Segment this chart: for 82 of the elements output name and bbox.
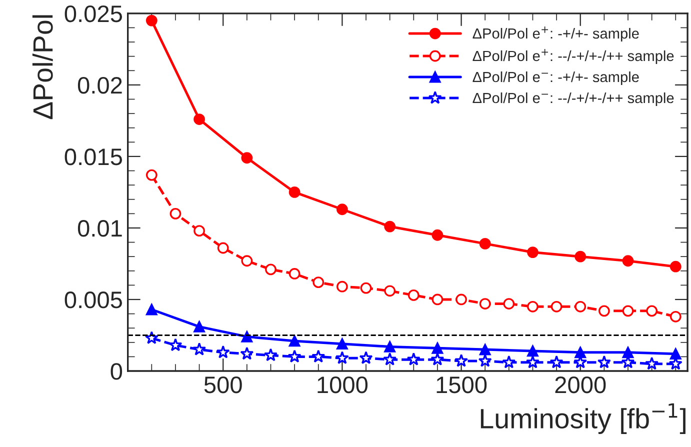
point [550,300,562,312]
point [430,352,444,366]
point [622,346,634,358]
point [192,342,206,356]
point [384,340,396,352]
point [598,305,610,317]
point [432,229,444,241]
point [312,276,324,288]
point [527,246,538,258]
point [336,204,348,216]
point [670,348,682,360]
y-tick-label: 0 [110,363,122,380]
point [526,355,540,368]
y-tick-label: 0.025 [64,5,122,22]
point [359,351,373,364]
y-axis-title: ΔPol/Pol [32,15,53,120]
point [597,355,611,368]
point [574,346,586,358]
y-tick-label: 0.01 [78,220,122,237]
point [194,114,205,125]
x-axis-title: Luminosity [fb$^{−1}$] [480,403,686,434]
point [265,264,276,276]
point [503,298,515,310]
point [550,355,564,368]
point [288,350,302,363]
x-tick-label: 1000 [318,376,368,394]
point [454,354,468,367]
point [288,268,300,280]
point [479,298,491,310]
point [456,294,467,306]
point [217,242,229,254]
point [241,152,253,164]
point [527,345,538,357]
point [241,330,253,342]
legend-label: ΔPol/Pol e$^{+}$: -+/+- sample [472,26,639,42]
point [383,352,397,366]
point [336,338,348,350]
point [432,294,444,306]
legend-label: ΔPol/Pol e$^{−}$: -+/+- sample [472,71,639,86]
point [670,310,682,322]
y-tick-label: 0.02 [78,77,122,94]
point [670,260,682,272]
point [335,351,349,364]
point [645,356,659,370]
legend-label: ΔPol/Pol e$^{−}$: --/-+/+-/++ sample [472,92,674,106]
y-tick-label: 0.015 [64,148,122,166]
point [146,304,158,316]
point [527,300,538,312]
point [288,335,300,347]
point [622,305,634,317]
point [170,208,182,220]
point [479,344,491,356]
point [216,345,230,358]
point [574,300,586,312]
point [194,320,205,332]
point [194,225,205,237]
point [406,352,420,366]
point [146,169,158,181]
point [574,250,586,262]
x-tick-label: 500 [204,376,242,394]
point [240,346,254,360]
point [478,354,492,367]
point [622,255,634,267]
point [360,282,372,294]
y-tick-label: 0.005 [64,292,122,308]
point [432,342,444,354]
point [646,305,658,317]
point [502,355,516,368]
point [168,338,182,352]
point [146,14,158,26]
point [384,285,396,297]
point [312,350,326,363]
point [241,255,253,267]
point [264,348,278,362]
point [479,238,491,250]
point [336,280,348,292]
x-tick-label: 2000 [555,376,606,394]
x-tick-label: 1500 [436,376,487,394]
point [408,290,420,301]
point [288,186,300,198]
point [384,220,396,232]
legend-label: ΔPol/Pol e$^{+}$: --/-+/+-/++ sample [472,48,674,64]
